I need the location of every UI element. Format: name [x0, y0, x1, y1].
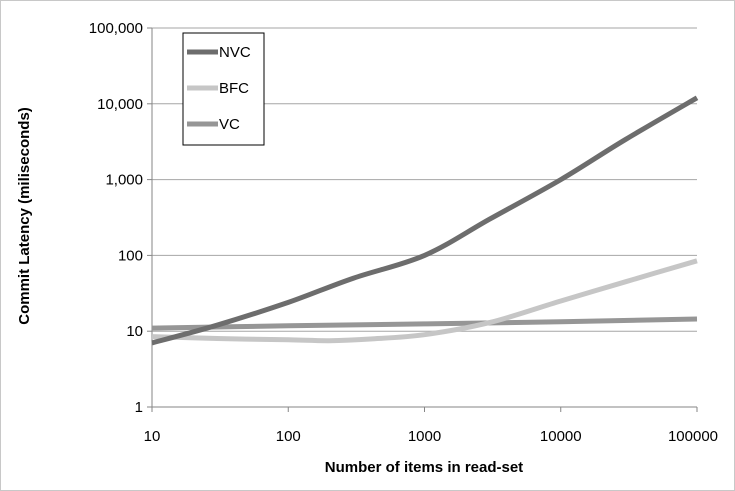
x-tick-label: 100	[276, 428, 301, 445]
series-line-vc	[151, 316, 698, 331]
x-tick-label: 100000	[668, 428, 718, 445]
legend-label-nvc: NVC	[219, 44, 251, 61]
x-tick-label: 10	[144, 428, 161, 445]
x-tick-label: 10000	[540, 428, 582, 445]
series-layer	[151, 95, 699, 346]
y-tick-label: 100	[118, 247, 143, 264]
legend-label-bfc: BFC	[219, 80, 249, 97]
y-tick-label: 1	[135, 399, 143, 416]
axes	[147, 27, 698, 412]
y-tick-label: 1,000	[105, 172, 143, 189]
y-axis-title: Commit Latency (miliseconds)	[16, 107, 33, 325]
x-tick-label: 1000	[408, 428, 441, 445]
y-tick-labels: 1 10 100 1,000 10,000 100,000	[89, 20, 143, 416]
series-line-nvc	[151, 95, 699, 346]
series-line-bfc	[151, 258, 698, 344]
x-axis-title: Number of items in read-set	[325, 459, 523, 476]
x-tick-labels: 10 100 1000 10000 100000	[144, 428, 718, 445]
legend-label-vc: VC	[219, 116, 240, 133]
y-tick-label: 10	[126, 323, 143, 340]
y-tick-label: 100,000	[89, 20, 143, 37]
y-tick-label: 10,000	[97, 96, 143, 113]
legend: NVC BFC VC	[182, 32, 265, 146]
